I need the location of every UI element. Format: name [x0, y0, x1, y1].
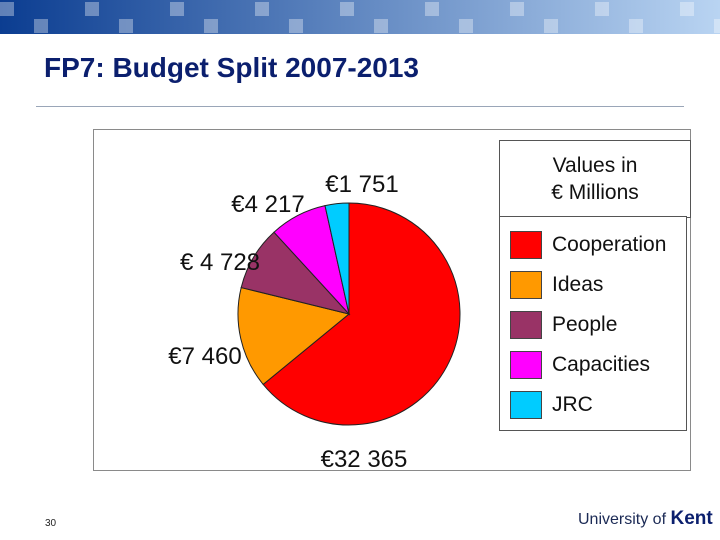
band-square: [119, 19, 133, 33]
band-square: [544, 19, 558, 33]
band-square: [680, 2, 694, 16]
legend-swatch: [510, 391, 542, 419]
title-divider: [36, 106, 684, 107]
legend-label: People: [552, 313, 618, 336]
band-square: [85, 2, 99, 16]
band-square: [204, 19, 218, 33]
band-square: [340, 2, 354, 16]
band-square: [255, 2, 269, 16]
band-square: [0, 2, 14, 16]
university-logo: University of Kent: [578, 508, 713, 530]
pie-slice-jrc: [324, 202, 350, 315]
band-square: [629, 19, 643, 33]
units-note-line1: Values in: [552, 154, 638, 177]
band-square: [34, 19, 48, 33]
data-label-capacities: €4 217: [231, 191, 304, 218]
legend-swatch: [510, 311, 542, 339]
chart-frame: [93, 129, 691, 471]
data-label-cooperation: €32 365: [321, 446, 408, 473]
units-note: Values in € Millions: [499, 140, 691, 218]
band-square: [425, 2, 439, 16]
pie-slice-cooperation: [262, 202, 461, 426]
band-square: [289, 19, 303, 33]
slide-title: FP7: Budget Split 2007-2013: [44, 52, 420, 83]
band-square: [595, 2, 609, 16]
legend-swatch: [510, 231, 542, 259]
logo-name: Kent: [670, 508, 713, 529]
band-square: [374, 19, 388, 33]
data-label-people: € 4 728: [180, 249, 260, 276]
band-square: [459, 19, 473, 33]
legend-swatch: [510, 271, 542, 299]
logo-prefix: University of: [578, 511, 667, 528]
pie-slice-ideas: [237, 286, 351, 386]
slide-number: 30: [45, 518, 57, 529]
units-note-line2: € Millions: [551, 181, 639, 204]
legend-label: JRC: [552, 393, 593, 416]
band-square: [170, 2, 184, 16]
legend-label: Capacities: [552, 353, 651, 376]
band-square: [510, 2, 524, 16]
band-square: [714, 19, 720, 33]
header-band: [0, 0, 720, 34]
legend-label: Ideas: [552, 273, 604, 296]
legend-label: Cooperation: [552, 233, 667, 256]
legend-swatch: [510, 351, 542, 379]
data-label-ideas: €7 460: [168, 343, 241, 370]
chart-legend: Cooperation Ideas People Capacities JRC: [499, 216, 687, 431]
data-label-jrc: €1 751: [325, 171, 398, 198]
